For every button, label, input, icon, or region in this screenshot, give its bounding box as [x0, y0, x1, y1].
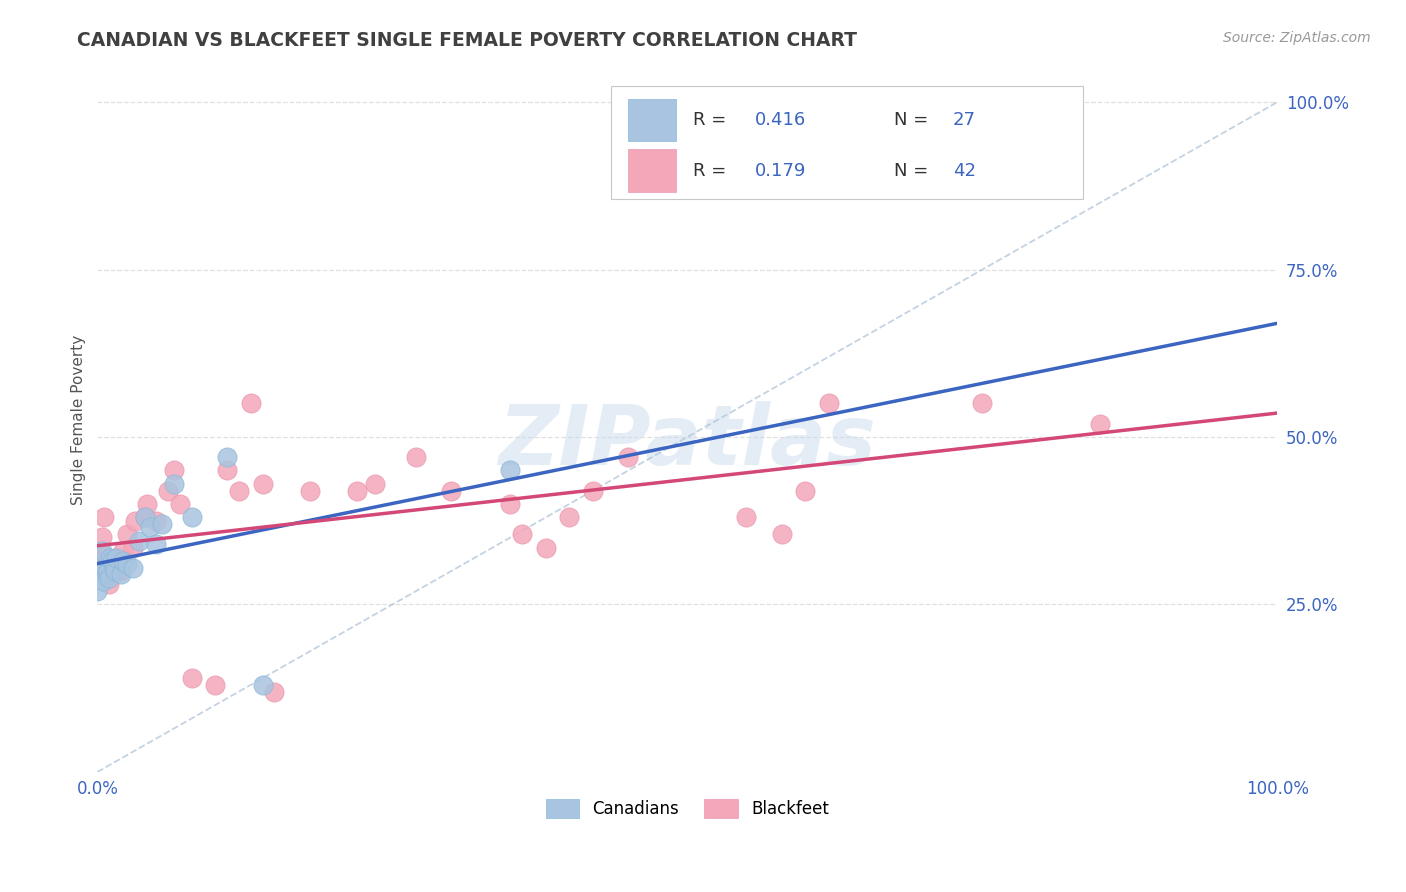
Point	[86, 550, 108, 565]
Point	[1090, 417, 1112, 431]
Point	[239, 396, 262, 410]
Point	[217, 450, 239, 464]
Point	[150, 517, 173, 532]
Point	[217, 463, 239, 477]
Point	[134, 510, 156, 524]
FancyBboxPatch shape	[610, 87, 1083, 199]
Text: 27: 27	[953, 111, 976, 128]
Point	[770, 527, 793, 541]
Point	[346, 483, 368, 498]
Point	[96, 567, 118, 582]
Point	[100, 554, 122, 568]
Point	[228, 483, 250, 498]
Point	[112, 544, 135, 558]
Point	[440, 483, 463, 498]
Point	[582, 483, 605, 498]
Point	[93, 510, 115, 524]
Point	[204, 678, 226, 692]
Point	[112, 554, 135, 568]
Point	[135, 497, 157, 511]
Point	[139, 520, 162, 534]
Point	[91, 544, 114, 558]
Text: R =: R =	[693, 161, 733, 179]
Text: 42: 42	[953, 161, 976, 179]
Point	[121, 541, 143, 555]
Text: 0.179: 0.179	[755, 161, 806, 179]
Point	[121, 560, 143, 574]
Point	[735, 510, 758, 524]
Point	[145, 514, 167, 528]
Point	[128, 533, 150, 548]
Point	[298, 483, 321, 498]
Point	[89, 567, 111, 582]
Point	[91, 574, 114, 588]
Text: CANADIAN VS BLACKFEET SINGLE FEMALE POVERTY CORRELATION CHART: CANADIAN VS BLACKFEET SINGLE FEMALE POVE…	[77, 31, 858, 50]
Point	[405, 450, 427, 464]
Text: N =: N =	[894, 111, 934, 128]
Point	[91, 531, 114, 545]
Bar	[628, 99, 676, 141]
Point	[617, 450, 640, 464]
Point	[972, 396, 994, 410]
Point	[180, 510, 202, 524]
Point	[105, 550, 128, 565]
Point	[157, 483, 180, 498]
Bar	[628, 150, 676, 192]
Point	[89, 544, 111, 558]
Text: R =: R =	[693, 111, 733, 128]
Text: ZIPatlas: ZIPatlas	[499, 401, 876, 482]
Point	[124, 514, 146, 528]
Point	[110, 567, 132, 582]
Y-axis label: Single Female Poverty: Single Female Poverty	[72, 335, 86, 506]
Point	[558, 510, 581, 524]
Point	[103, 560, 125, 574]
Point	[534, 541, 557, 555]
Point	[363, 476, 385, 491]
Point	[98, 577, 121, 591]
Point	[794, 483, 817, 498]
Point	[252, 678, 274, 692]
Point	[104, 564, 127, 578]
Point	[499, 497, 522, 511]
Point	[97, 564, 120, 578]
Point	[134, 510, 156, 524]
Point	[100, 564, 122, 578]
Point	[145, 537, 167, 551]
Point	[90, 558, 112, 572]
Point	[169, 497, 191, 511]
Text: Source: ZipAtlas.com: Source: ZipAtlas.com	[1223, 31, 1371, 45]
Point	[110, 564, 132, 578]
Point	[499, 463, 522, 477]
Point	[163, 463, 186, 477]
Point	[510, 527, 533, 541]
Point	[818, 396, 841, 410]
Point	[98, 571, 121, 585]
Point	[115, 558, 138, 572]
Point	[180, 671, 202, 685]
Legend: Canadians, Blackfeet: Canadians, Blackfeet	[540, 792, 835, 825]
Text: 0.416: 0.416	[755, 111, 806, 128]
Point	[252, 476, 274, 491]
Point	[263, 684, 285, 698]
Text: N =: N =	[894, 161, 934, 179]
Point	[163, 476, 186, 491]
Point	[86, 584, 108, 599]
Point	[104, 550, 127, 565]
Point	[115, 527, 138, 541]
Point	[98, 550, 121, 565]
